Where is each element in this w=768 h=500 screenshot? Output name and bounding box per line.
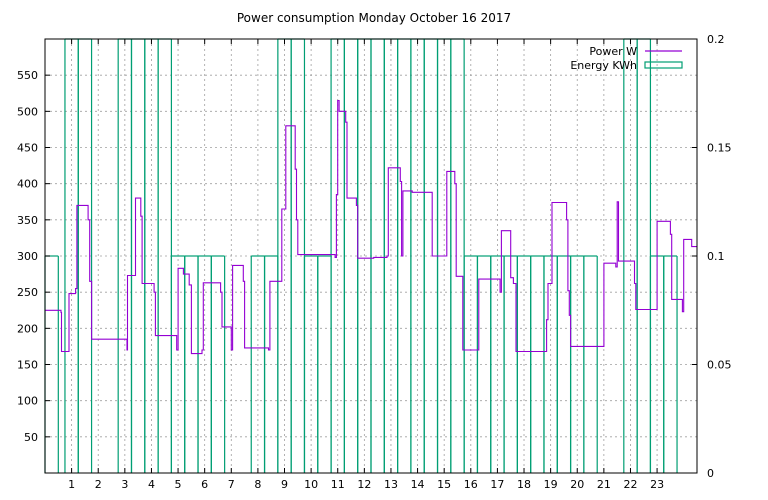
y2-tick-label: 0.2 [707,33,725,46]
x-tick-label: 3 [121,478,128,491]
x-tick-label: 15 [437,478,451,491]
x-tick-label: 4 [148,478,155,491]
x-tick-label: 9 [281,478,288,491]
legend-power-label: Power W [589,45,637,58]
y-tick-label: 350 [17,214,38,227]
y-tick-label: 150 [17,359,38,372]
y-tick-label: 250 [17,286,38,299]
x-tick-label: 13 [384,478,398,491]
x-tick-label: 1 [68,478,75,491]
x-tick-label: 23 [650,478,664,491]
x-tick-label: 2 [95,478,102,491]
x-tick-label: 22 [623,478,637,491]
x-tick-label: 19 [544,478,558,491]
y-tick-label: 400 [17,178,38,191]
power-series-line [45,99,697,355]
x-tick-label: 14 [411,478,425,491]
x-tick-label: 17 [490,478,504,491]
y-tick-label: 50 [24,431,38,444]
x-tick-label: 6 [201,478,208,491]
x-tick-label: 10 [304,478,318,491]
y-tick-label: 300 [17,250,38,263]
x-tick-label: 16 [464,478,478,491]
x-tick-label: 18 [517,478,531,491]
chart-title: Power consumption Monday October 16 2017 [237,11,511,25]
x-tick-label: 21 [597,478,611,491]
y-tick-label: 100 [17,395,38,408]
y-tick-label: 200 [17,322,38,335]
y-tick-label: 500 [17,105,38,118]
legend-energy-label: Energy KWh [570,59,637,72]
x-tick-label: 7 [228,478,235,491]
y2-tick-label: 0 [707,467,714,480]
y2-tick-label: 0.05 [707,359,732,372]
y2-tick-label: 0.15 [707,142,732,155]
y-tick-label: 550 [17,69,38,82]
x-tick-label: 11 [331,478,345,491]
x-tick-label: 20 [570,478,584,491]
y-tick-label: 450 [17,142,38,155]
y2-tick-label: 0.1 [707,250,725,263]
x-tick-label: 12 [357,478,371,491]
x-tick-label: 5 [175,478,182,491]
legend-energy-swatch [644,61,683,69]
x-tick-label: 8 [254,478,261,491]
